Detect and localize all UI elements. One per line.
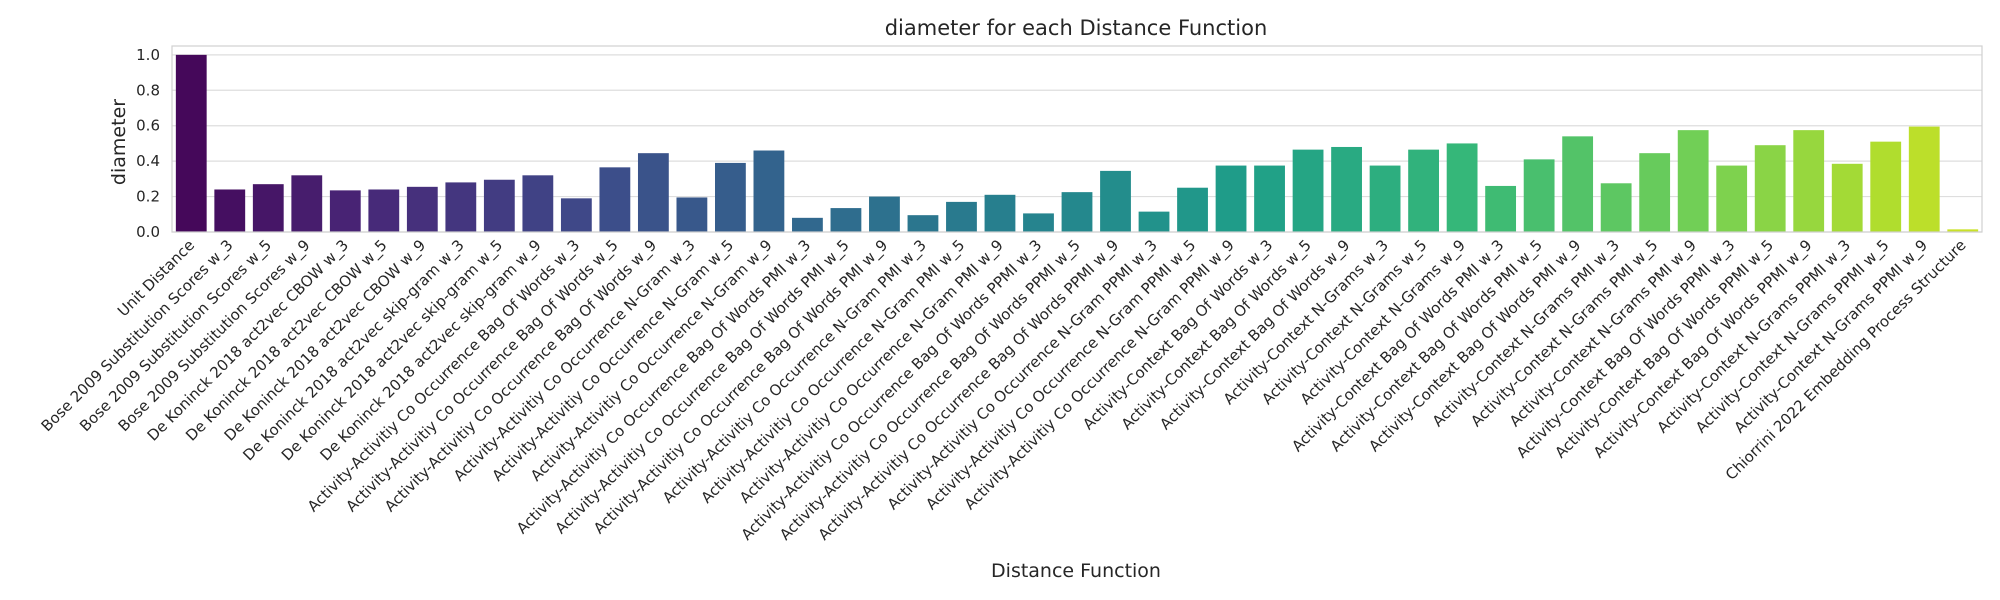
bar (483, 179, 515, 232)
plot-frame (171, 45, 1983, 233)
bar (1831, 163, 1863, 232)
bar (1523, 159, 1555, 232)
bar (214, 189, 246, 232)
bar (1254, 165, 1285, 232)
bar (1600, 183, 1632, 232)
bar (792, 217, 823, 232)
bar (522, 175, 554, 232)
bar (869, 196, 900, 232)
bar (1331, 146, 1362, 232)
bar (1408, 149, 1439, 232)
bar (1446, 143, 1478, 232)
bar (715, 162, 746, 232)
bar (1138, 211, 1170, 232)
y-tick-label: 0.8 (136, 81, 160, 99)
bar (1061, 192, 1093, 232)
x-axis-title: Distance Function (991, 560, 1161, 582)
bar (637, 153, 669, 232)
bar (1485, 185, 1517, 232)
bar (1870, 141, 1902, 232)
y-tick-label: 1.0 (136, 46, 160, 64)
bar (1716, 165, 1748, 232)
bar (406, 186, 438, 232)
bar (175, 54, 207, 232)
bar (676, 197, 708, 232)
bar (1292, 149, 1324, 232)
bar (1177, 187, 1208, 232)
bar (1793, 130, 1825, 232)
bar (1947, 229, 1979, 232)
bar (329, 190, 361, 232)
bar (984, 194, 1016, 232)
bar (1639, 153, 1671, 232)
bar (1677, 130, 1709, 232)
bar (1100, 170, 1131, 232)
bar (1562, 136, 1594, 232)
bars (175, 54, 1979, 232)
bar (1023, 213, 1054, 232)
bar (252, 184, 284, 232)
bar (1369, 165, 1401, 232)
bar (1908, 126, 1940, 232)
y-tick-label: 0.2 (136, 188, 160, 206)
bar (946, 201, 977, 232)
y-tick-labels: 0.0 0.2 0.4 0.6 0.8 1.0 (136, 46, 160, 241)
bar (1215, 165, 1247, 232)
bar (907, 215, 939, 232)
bar (753, 150, 785, 232)
y-tick-label: 0.6 (136, 117, 160, 135)
y-tick-label: 0.4 (136, 152, 160, 170)
y-axis-title: diameter (108, 99, 130, 185)
bar (830, 208, 862, 232)
bar (599, 167, 631, 232)
chart-title: diameter for each Distance Function (885, 16, 1268, 40)
bar (1754, 145, 1786, 232)
y-tick-label: 0.0 (136, 223, 160, 241)
bar (445, 182, 477, 232)
bar (368, 189, 400, 232)
bar (560, 198, 592, 232)
bar (291, 175, 323, 232)
